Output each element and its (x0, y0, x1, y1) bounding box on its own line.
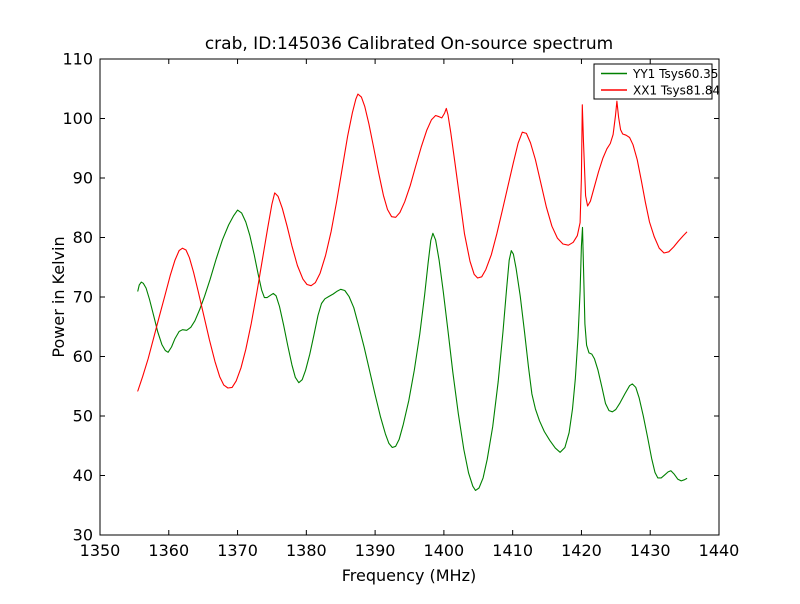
chart-title: crab, ID:145036 Calibrated On-source spe… (205, 34, 613, 54)
x-tick-label: 1400 (424, 541, 465, 560)
y-axis-label: Power in Kelvin (49, 236, 68, 357)
axis-ticks: 1350 1360 1370 1380 1390 1400 1410 1420 1430 1440… (62, 50, 739, 561)
x-tick-label: 1360 (148, 541, 189, 560)
y-tick-label: 30 (73, 526, 93, 545)
x-tick-label: 1350 (80, 541, 121, 560)
y-tick-label: 90 (73, 169, 93, 188)
x-tick-label: 1390 (355, 541, 396, 560)
y-tick-label: 60 (73, 347, 93, 366)
y-tick-label: 70 (73, 288, 93, 307)
y-tick-label: 110 (62, 50, 93, 69)
x-tick-label: 1430 (630, 541, 671, 560)
legend-label: XX1 Tsys81.84 (633, 84, 720, 98)
x-tick-label: 1410 (492, 541, 533, 560)
legend-box (593, 63, 713, 100)
y-tick-label: 40 (73, 466, 93, 485)
x-tick-label: 1420 (561, 541, 602, 560)
series-lines (137, 93, 688, 491)
series-line-yy1 (137, 209, 688, 491)
y-tick-label: 80 (73, 228, 93, 247)
x-tick-label: 1440 (699, 541, 740, 560)
series-line-xx1 (137, 93, 688, 392)
legend-label: YY1 Tsys60.35 (632, 67, 718, 81)
x-tick-label: 1370 (217, 541, 258, 560)
x-tick-label: 1380 (286, 541, 327, 560)
legend: YY1 Tsys60.35 XX1 Tsys81.84 (593, 63, 720, 100)
x-axis-label: Frequency (MHz) (342, 566, 476, 585)
plot-area (99, 58, 720, 536)
y-tick-label: 50 (73, 407, 93, 426)
y-tick-label: 100 (62, 109, 93, 128)
